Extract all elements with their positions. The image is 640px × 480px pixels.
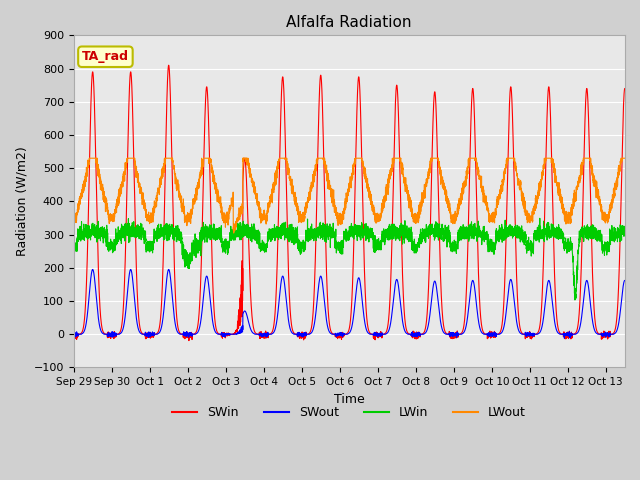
LWin xyxy=(621,227,629,232)
SWout xyxy=(136,330,144,336)
SWout xyxy=(127,266,134,272)
Line: SWin: SWin xyxy=(74,65,625,341)
LWout xyxy=(415,211,423,217)
SWin xyxy=(136,325,144,331)
LWin xyxy=(415,242,422,248)
Title: Alfalfa Radiation: Alfalfa Radiation xyxy=(287,15,412,30)
SWin xyxy=(621,90,629,96)
LWout xyxy=(360,164,367,170)
Y-axis label: Radiation (W/m2): Radiation (W/m2) xyxy=(15,146,28,256)
SWin xyxy=(164,62,172,68)
LWin xyxy=(464,228,472,234)
LWout xyxy=(83,171,90,177)
SWout xyxy=(83,320,90,325)
Legend: SWin, SWout, LWin, LWout: SWin, SWout, LWin, LWout xyxy=(167,401,531,424)
Text: TA_rad: TA_rad xyxy=(82,50,129,63)
LWin xyxy=(70,245,77,251)
SWout xyxy=(561,336,568,341)
SWin xyxy=(360,239,367,245)
LWin xyxy=(360,227,367,232)
SWin xyxy=(185,338,193,344)
SWout xyxy=(464,311,472,317)
Line: SWout: SWout xyxy=(74,269,625,338)
SWin xyxy=(464,235,472,240)
LWout xyxy=(70,218,77,224)
LWout xyxy=(621,156,629,161)
SWin xyxy=(415,330,423,336)
SWout xyxy=(621,278,629,284)
SWout xyxy=(70,330,77,336)
Line: LWin: LWin xyxy=(74,218,625,300)
SWout xyxy=(420,331,428,337)
SWin xyxy=(70,332,77,338)
LWin xyxy=(420,228,428,233)
X-axis label: Time: Time xyxy=(334,393,365,406)
SWin xyxy=(420,330,428,336)
SWout xyxy=(360,310,367,316)
SWout xyxy=(415,330,422,336)
LWin xyxy=(83,234,90,240)
LWin xyxy=(571,297,579,303)
LWout xyxy=(464,165,472,171)
LWout xyxy=(230,230,237,236)
LWout xyxy=(85,156,93,161)
Line: LWout: LWout xyxy=(74,158,625,233)
LWout xyxy=(420,188,428,193)
LWout xyxy=(136,187,144,193)
LWin xyxy=(136,229,144,235)
SWin xyxy=(83,285,90,290)
LWin xyxy=(536,216,543,221)
